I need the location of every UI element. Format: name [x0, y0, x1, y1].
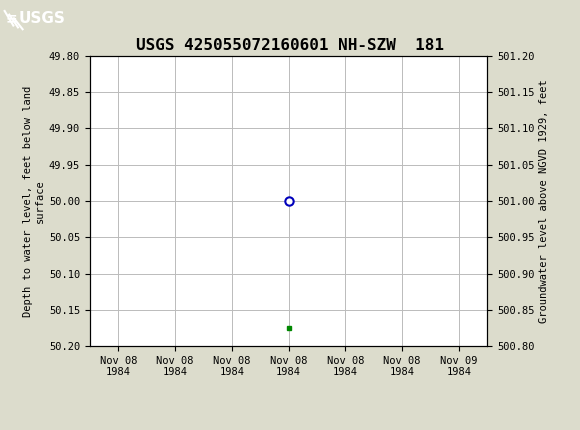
Text: ≡: ≡: [6, 11, 17, 25]
Text: USGS 425055072160601 NH-SZW  181: USGS 425055072160601 NH-SZW 181: [136, 38, 444, 52]
Bar: [1, 2, 50, 35]
Text: USGS: USGS: [19, 11, 66, 26]
Y-axis label: Depth to water level, feet below land
surface: Depth to water level, feet below land su…: [23, 86, 45, 316]
Y-axis label: Groundwater level above NGVD 1929, feet: Groundwater level above NGVD 1929, feet: [539, 79, 549, 323]
